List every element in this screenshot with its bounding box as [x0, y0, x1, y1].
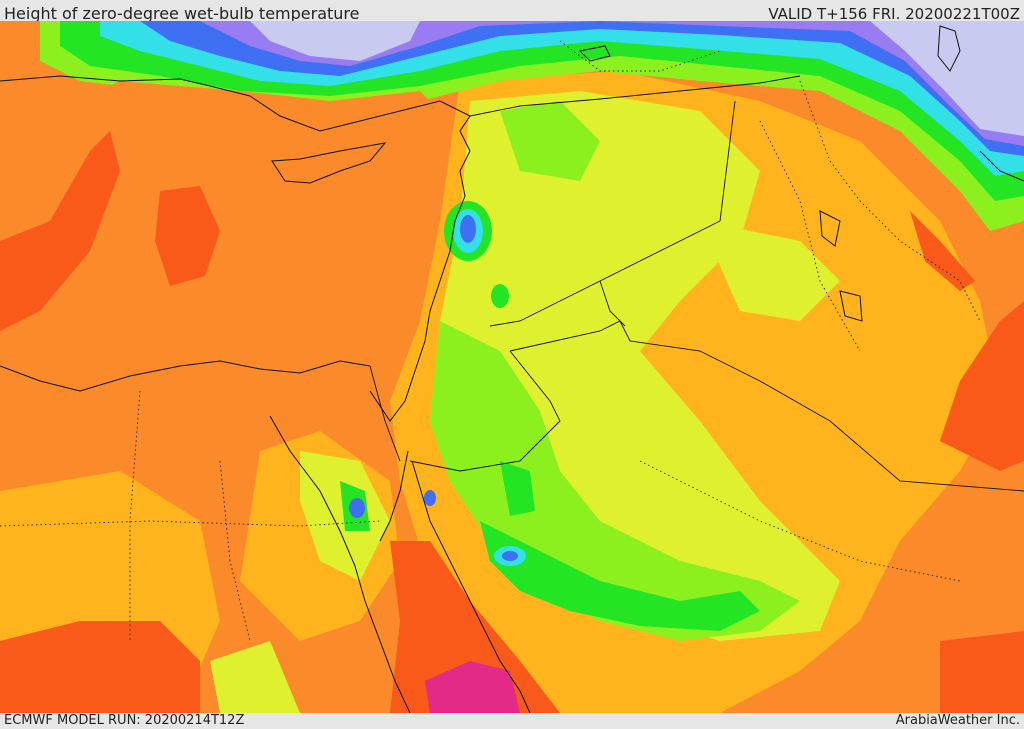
coast-sinai-gulf-aqaba: [379, 450, 409, 542]
lake-tharthar: [819, 210, 841, 247]
weather-map[interactable]: [0, 21, 1024, 713]
border-jordan-saudi: [509, 320, 1024, 492]
field-green-2: [500, 461, 535, 516]
border-dotted-egypt-sudan: [0, 520, 381, 527]
border-jordan-east: [599, 280, 626, 327]
coastlines: [0, 25, 1024, 713]
jordan-blue: [424, 490, 436, 506]
hottest-sudan-coast: [425, 661, 520, 713]
band-lavender-aegean: [250, 21, 420, 61]
hot-redsea: [390, 541, 560, 713]
border-saudi-jordan-south: [409, 350, 561, 472]
internal-borders: [0, 40, 981, 642]
band-lavender-north: [250, 21, 1024, 136]
coast-red-sea-east: [411, 460, 531, 713]
field-yellow-green-west: [210, 641, 300, 713]
field-yellow-green-2: [700, 221, 840, 321]
map-title: Height of zero-degree wet-bulb temperatu…: [4, 4, 360, 21]
valid-time: VALID T+156 FRI. 20200221T00Z: [768, 5, 1020, 21]
syria-green: [491, 284, 509, 308]
hot-east: [940, 301, 1024, 471]
med-hot-patch-2: [155, 186, 220, 286]
lebanon-blue: [460, 215, 476, 243]
coast-egypt-north: [0, 360, 371, 392]
cyprus: [271, 142, 387, 184]
coast-gulf: [979, 150, 1024, 182]
borders: [369, 75, 1024, 492]
credit: ArabiaWeather Inc.: [895, 713, 1020, 728]
field-green: [480, 521, 760, 631]
hot-iran: [910, 211, 975, 291]
model-run: ECMWF MODEL RUN: 20200214T12Z: [4, 713, 245, 728]
border-turkey-syria: [469, 75, 801, 117]
border-dotted-iraq: [759, 120, 861, 352]
header-bar: Height of zero-degree wet-bulb temperatu…: [0, 0, 1024, 21]
border-dotted-saudi: [639, 460, 961, 582]
lake-milh: [839, 290, 863, 322]
hejaz-blue: [502, 551, 518, 561]
lake-van: [578, 45, 611, 62]
footer-bar: ECMWF MODEL RUN: 20200214T12Z ArabiaWeat…: [0, 713, 1024, 729]
hot-gulf: [940, 631, 1024, 713]
sinai-blue: [349, 498, 365, 518]
lake-urmia: [937, 25, 961, 72]
border-dotted-egypt-1: [219, 460, 251, 642]
field-lime-north: [500, 101, 600, 181]
map-canvas: [0, 21, 1024, 713]
coast-turkey-south: [0, 75, 471, 152]
med-hot-patch-1: [0, 131, 120, 331]
coast-levant: [369, 150, 471, 422]
coast-red-sea-west: [364, 600, 411, 713]
hot-sudan: [0, 621, 200, 713]
coast-sinai-gulf-suez: [269, 415, 366, 602]
border-egypt-israel: [369, 365, 401, 462]
